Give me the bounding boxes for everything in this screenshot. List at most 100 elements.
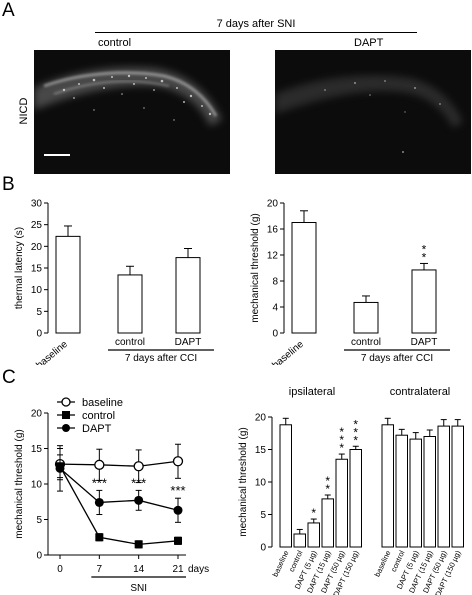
c2-significance: *	[353, 425, 358, 439]
c2-significance: *	[325, 482, 330, 496]
b1-y-tick-label: 15	[31, 264, 43, 275]
b1-bar	[117, 274, 143, 334]
c2-y-label: mechanical threshold (g)	[238, 427, 249, 537]
chart-thermal-latency: 0 5 10 15 20 25 30 thermal latency (s) baseline c…	[14, 199, 214, 365]
c2-tick-label: baseline	[373, 549, 393, 578]
c2-bar	[279, 424, 292, 548]
b1-bar	[175, 257, 201, 334]
c2-bar	[395, 434, 408, 548]
chart-c1-plot: 0 5 10 15 20 mechanical threshold (g) 0 7 14 21 da…	[14, 397, 209, 594]
b2-significance: *	[422, 242, 427, 256]
c1-point-baseline	[172, 456, 184, 467]
c2-bar	[335, 458, 348, 548]
c1-y-tick-label: 20	[31, 409, 43, 420]
c1-point-control	[174, 536, 182, 545]
c1-x-tick-label: 7	[97, 564, 103, 575]
b1-y-tick-label: 20	[31, 242, 43, 253]
c1-point-baseline	[133, 461, 144, 472]
b2-y-tick-label: 12	[267, 251, 279, 262]
c1-x-unit: days	[188, 564, 209, 575]
c2-significance: *	[353, 433, 358, 447]
c1-point-DAPT	[94, 497, 104, 507]
c1-x-tick-label: 14	[133, 564, 145, 575]
c2-y-tick-label: 5	[260, 510, 266, 521]
b2-y-tick-label: 16	[267, 225, 279, 236]
b2-bar	[353, 301, 379, 334]
micrograph-dapt	[275, 50, 471, 174]
panel-a-header: 7 days after SNI	[216, 18, 296, 30]
c2-group-title: ipsilateral	[289, 386, 335, 398]
c2-y-tick-label: 10	[255, 478, 267, 489]
c1-series-line-control	[59, 465, 179, 546]
c2-group-title: contralateral	[390, 386, 451, 398]
b2-y-label: mechanical threshold (g)	[250, 213, 261, 323]
b1-group-label: 7 days after CCI	[125, 353, 197, 364]
c1-y-tick-label: 5	[36, 515, 42, 526]
b2-y-tick-label: 8	[272, 277, 278, 288]
micrograph-control	[34, 50, 230, 174]
c1-point-DAPT	[173, 505, 183, 515]
c2-significance: *	[325, 474, 330, 488]
c2-bar	[423, 436, 436, 548]
c2-significance: *	[339, 433, 344, 447]
c1-y-tick-label: 10	[31, 480, 43, 491]
c2-bar	[349, 449, 362, 548]
chart-b2-plot: 0 4 8 12 16 20 mechanical threshold (g) ** basel…	[250, 199, 450, 365]
b2-bar	[291, 222, 317, 334]
micrograph-label-dapt: DAPT	[354, 37, 384, 49]
chart-mechanical-threshold-cci: 0 4 8 12 16 20 mechanical threshold (g) ** basel…	[250, 199, 450, 365]
c1-significance: ***	[92, 475, 107, 490]
b2-y-tick-label: 20	[267, 199, 279, 210]
c1-x-tick-label: 0	[57, 564, 63, 575]
c2-bar	[409, 438, 422, 548]
micrograph-label-control: control	[98, 37, 132, 49]
b1-y-tick-label: 25	[31, 220, 43, 231]
chart-b1-plot: 0 5 10 15 20 25 30 thermal latency (s) baseline c…	[14, 199, 214, 365]
c1-series-line-baseline	[59, 460, 179, 467]
b2-y-tick-label: 0	[272, 329, 278, 340]
b1-y-tick-label: 0	[36, 329, 42, 340]
c2-bar	[437, 425, 450, 548]
c1-legend-marker	[61, 397, 71, 407]
c1-point-baseline	[94, 459, 105, 470]
c1-point-DAPT	[134, 495, 144, 505]
b2-bar	[411, 269, 437, 334]
chart-dose-response: 0 5 10 15 20 mechanical threshold (g) ipsilate…	[238, 386, 464, 595]
b1-y-label: thermal latency (s)	[14, 227, 25, 309]
b2-tick-label: DAPT	[411, 337, 438, 348]
c2-bar	[451, 425, 464, 548]
b2-group-label: 7 days after CCI	[361, 353, 433, 364]
c1-series-line-DAPT	[59, 467, 179, 511]
b2-y-tick-label: 4	[272, 303, 278, 314]
panel-letter-b: B	[2, 174, 15, 195]
c1-legend-label: control	[82, 410, 115, 422]
b2-tick-label: control	[351, 337, 381, 348]
c1-y-tick-label: 15	[31, 444, 43, 455]
c2-significance: *	[339, 441, 344, 455]
b2-tick-label: baseline	[270, 339, 306, 365]
c1-significance: ***	[131, 475, 146, 490]
panel-letter-c: C	[2, 367, 16, 388]
chart-time-course: 0 5 10 15 20 mechanical threshold (g) 0 7 14 21 da…	[14, 397, 209, 594]
c2-tick-label: baseline	[271, 549, 291, 578]
chart-c2-plot: 0 5 10 15 20 mechanical threshold (g) ipsilate…	[238, 386, 464, 595]
c1-point-control	[95, 533, 104, 542]
c2-bar	[321, 498, 334, 548]
c2-significance: *	[339, 425, 344, 439]
c2-bar	[381, 424, 394, 548]
c2-significance: *	[311, 506, 316, 520]
b1-bar	[55, 235, 81, 334]
panel-a-header-line	[95, 32, 417, 33]
b1-y-tick-label: 10	[31, 285, 43, 296]
c2-y-tick-label: 15	[255, 445, 267, 456]
c1-legend-label: baseline	[82, 397, 123, 409]
c2-y-tick-label: 0	[260, 543, 266, 554]
b1-tick-label: baseline	[34, 339, 70, 365]
b1-tick-label: control	[115, 337, 145, 348]
c1-legend-label: DAPT	[82, 423, 112, 435]
b2-significance: *	[422, 250, 427, 264]
c1-legend-marker	[62, 424, 70, 432]
b1-y-tick-label: 5	[36, 307, 42, 318]
c2-bar	[293, 533, 306, 548]
scale-bar	[44, 154, 70, 156]
